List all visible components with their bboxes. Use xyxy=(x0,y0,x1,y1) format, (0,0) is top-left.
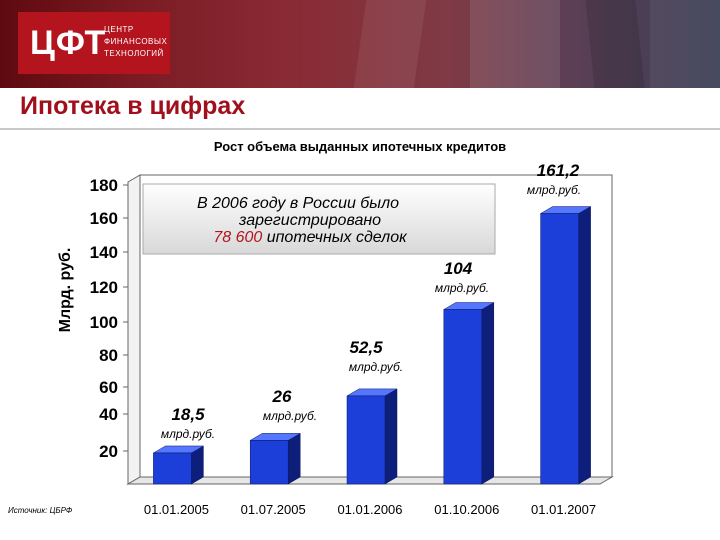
x-tick-label: 01.07.2005 xyxy=(241,502,306,517)
bar-front-face xyxy=(249,440,289,485)
bar-side-face xyxy=(578,206,591,485)
company-logo: ЦФТ ЦЕНТР ФИНАНСОВЫХ ТЕХНОЛОГИЙ xyxy=(18,12,170,74)
bar xyxy=(152,445,205,485)
chart-side-wall xyxy=(127,174,141,485)
logo-subtitle-line: ЦЕНТР xyxy=(104,25,134,34)
logo-subtitle-line: ФИНАНСОВЫХ xyxy=(104,37,168,46)
annotation-line: В 2006 году в России было xyxy=(197,195,399,212)
annotation-line-rest: ипотечных сделок xyxy=(262,229,408,246)
bar-value-label: 26 xyxy=(272,387,292,406)
y-tick-label: 100 xyxy=(90,313,118,332)
bar-front-face xyxy=(346,395,386,485)
bar-side-face xyxy=(384,388,398,485)
bar-unit-label: млрд.руб. xyxy=(349,360,403,374)
chart-annotation: В 2006 году в России былозарегистрирован… xyxy=(142,183,496,255)
y-tick-label: 120 xyxy=(90,278,118,297)
logo-text: ЦФТ xyxy=(30,24,107,62)
page-title: Ипотека в цифрах xyxy=(20,92,246,120)
annotation-box xyxy=(142,183,496,255)
x-tick-label: 01.10.2006 xyxy=(434,502,499,517)
bar-value-label: 104 xyxy=(444,259,473,278)
y-tick-label: 20 xyxy=(99,442,118,461)
bar-side-face xyxy=(287,432,301,485)
y-tick-label: 60 xyxy=(99,378,118,397)
y-tick-label: 80 xyxy=(99,346,118,365)
bar-value-label: 18,5 xyxy=(171,405,205,424)
bar-value-label: 161,2 xyxy=(537,161,580,180)
title-divider xyxy=(0,128,720,130)
logo-subtitle-line: ТЕХНОЛОГИЙ xyxy=(104,49,164,58)
x-tick-label: 01.01.2006 xyxy=(337,502,402,517)
bar xyxy=(539,206,592,485)
bar-unit-label: млрд.руб. xyxy=(161,427,215,441)
header-building-shape xyxy=(470,0,560,88)
bar-front-face xyxy=(153,452,192,485)
y-tick-label: 40 xyxy=(99,405,118,424)
chart-labels: 01.01.2005 01.07.2005 01.01.2006 01.10.2006… xyxy=(144,161,596,517)
bar xyxy=(249,432,302,485)
bar xyxy=(442,302,495,485)
chart-bars xyxy=(152,206,592,485)
y-tick-label: 180 xyxy=(90,176,118,195)
bar-side-face xyxy=(481,302,495,485)
bar-front-face xyxy=(443,309,483,485)
logo-subtitle: ЦЕНТР ФИНАНСОВЫХ ТЕХНОЛОГИЙ xyxy=(104,24,167,60)
annotation-highlight: 78 600 xyxy=(213,229,262,246)
annotation-line: зарегистрировано xyxy=(238,212,381,229)
annotation-line: 78 600 ипотечных сделок xyxy=(213,229,408,246)
bar-value-label: 52,5 xyxy=(349,338,383,357)
header-banner: ЦФТ ЦЕНТР ФИНАНСОВЫХ ТЕХНОЛОГИЙ xyxy=(0,0,720,88)
y-tick-label: 140 xyxy=(90,243,118,262)
bar-unit-label: млрд.руб. xyxy=(435,281,489,295)
x-tick-label: 01.01.2005 xyxy=(144,502,209,517)
bar xyxy=(346,388,398,485)
y-axis-title: Млрд. руб. xyxy=(57,248,74,333)
y-tick-label: 160 xyxy=(90,209,118,228)
bar-unit-label: млрд.руб. xyxy=(263,409,317,423)
bar-unit-label: млрд.руб. xyxy=(527,183,581,197)
header-building-shape xyxy=(650,0,720,88)
chart-title: Рост объема выданных ипотечных кредитов xyxy=(213,139,507,154)
source-note: Источник: ЦБРФ xyxy=(8,506,73,515)
bar-front-face xyxy=(540,213,579,485)
x-tick-label: 01.01.2007 xyxy=(531,502,596,517)
